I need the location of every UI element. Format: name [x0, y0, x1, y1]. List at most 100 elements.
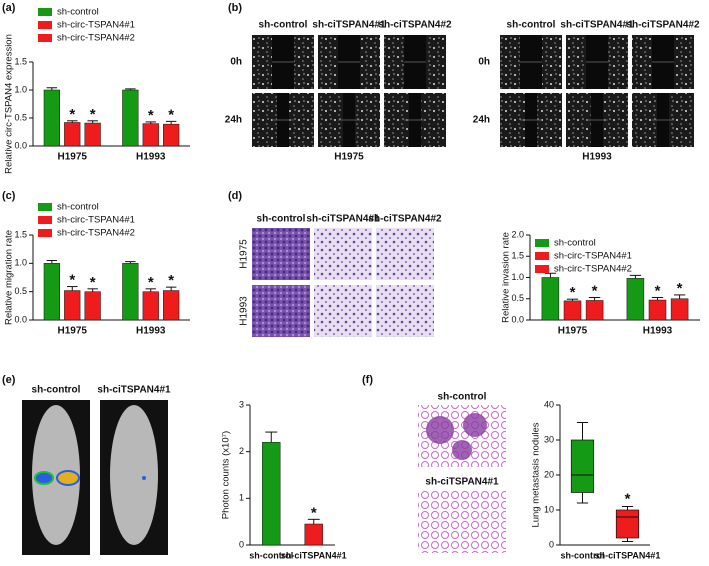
x-tick-label: H1993: [136, 152, 166, 163]
column-label: sh-control: [259, 20, 308, 31]
bar: [43, 263, 60, 321]
column-label: sh-control: [257, 214, 306, 225]
y-axis-label: Relative invasion rate: [501, 232, 512, 323]
legend-label: sh-control: [57, 202, 99, 213]
column-label: sh-ciTSPAN4#1: [560, 20, 634, 31]
bar: [64, 122, 81, 147]
y-tick-label: 0.5: [14, 286, 27, 296]
row-label: H1993: [239, 296, 250, 326]
bar: [541, 277, 560, 321]
significance: *: [69, 272, 75, 289]
lung-nodule: [463, 413, 487, 437]
y-tick-label: 0.0: [511, 314, 524, 324]
legend-swatch: [535, 252, 549, 260]
significance: *: [69, 106, 75, 123]
x-tick-label: sh-ciTSPAN4#1: [281, 550, 347, 560]
legend-swatch: [38, 8, 52, 16]
legend-swatch: [38, 229, 52, 237]
y-tick-label: 1: [239, 493, 244, 503]
y-tick-label: 0.5: [511, 293, 524, 303]
panel-label: (a): [2, 2, 16, 14]
x-tick-label: H1993: [136, 326, 166, 337]
y-tick-label: 40: [544, 399, 554, 409]
legend-swatch: [38, 34, 52, 42]
bar: [64, 290, 81, 321]
image-label: sh-control: [438, 392, 487, 403]
transwell-image: [252, 285, 310, 337]
image-label: sh-ciTSPAN4#1: [97, 385, 171, 396]
bar: [563, 300, 582, 321]
row-label: 24h: [473, 115, 490, 126]
x-tick-label: H1975: [558, 326, 588, 337]
column-label: sh-ciTSPAN4#1: [306, 214, 380, 225]
legend-label: sh-control: [57, 7, 99, 18]
x-tick-label: H1993: [643, 326, 673, 337]
y-axis-label: Lung metastasis nodules: [531, 422, 542, 527]
y-tick-label: 1.0: [14, 84, 27, 94]
y-tick-label: 30: [544, 434, 554, 444]
image-label: sh-control: [32, 385, 81, 396]
legend-swatch: [535, 239, 549, 247]
y-tick-label: 0: [549, 539, 554, 549]
row-label: 24h: [225, 115, 242, 126]
significance: *: [90, 274, 96, 291]
panel-label: (f): [362, 374, 373, 386]
y-tick-label: 1.5: [14, 229, 27, 239]
x-tick-label: sh-control: [561, 550, 605, 560]
row-label: H1975: [239, 239, 250, 269]
bar: [142, 291, 159, 321]
bar: [142, 123, 159, 147]
significance: *: [168, 272, 174, 289]
y-tick-label: 2: [239, 446, 244, 456]
y-tick-label: 10: [544, 504, 554, 514]
significance: *: [90, 106, 96, 123]
transwell-image: [252, 228, 310, 280]
signal: [56, 470, 80, 486]
y-tick-label: 1.5: [14, 56, 27, 66]
x-tick-label: sh-ciTSPAN4#1: [595, 550, 661, 560]
cell-line-label: H1993: [582, 152, 612, 163]
row-label: 0h: [230, 57, 242, 68]
y-tick-label: 20: [544, 469, 554, 479]
panel-label: (b): [228, 2, 242, 14]
significance: *: [148, 107, 154, 124]
y-tick-label: 1.5: [511, 251, 524, 261]
y-tick-label: 2.0: [511, 229, 524, 239]
bar: [122, 89, 139, 147]
column-label: sh-ciTSPAN4#2: [626, 20, 700, 31]
transwell-image: [376, 285, 434, 337]
x-tick-label: H1975: [58, 152, 88, 163]
legend-label: sh-circ-TSPAN4#2: [57, 228, 135, 239]
x-tick-label: sh-control: [249, 550, 293, 560]
bar: [163, 123, 180, 147]
bar: [585, 300, 604, 321]
y-tick-label: 0.0: [14, 140, 27, 150]
image-label: sh-ciTSPAN4#1: [425, 477, 499, 488]
y-axis-label: Relative migration rate: [4, 230, 15, 325]
column-label: sh-ciTSPAN4#2: [368, 214, 442, 225]
significance: *: [570, 284, 576, 301]
legend-label: sh-circ-TSPAN4#1: [57, 20, 135, 31]
mouse-body: [110, 405, 158, 545]
y-tick-label: 0.0: [14, 314, 27, 324]
panel-label: (c): [2, 190, 16, 202]
significance: *: [168, 106, 174, 123]
bar: [84, 122, 101, 147]
panel-label: (d): [228, 190, 242, 202]
transwell-image: [314, 228, 372, 280]
bar: [670, 298, 689, 321]
x-tick-label: H1975: [58, 326, 88, 337]
signal: [142, 476, 146, 480]
bar: [43, 89, 60, 147]
mouse-body: [32, 405, 80, 545]
transwell-image: [376, 228, 434, 280]
legend-label: sh-control: [554, 238, 596, 249]
significance: *: [148, 274, 154, 291]
y-axis-label: Relative circ-TSPAN4 expression: [4, 34, 15, 174]
significance: *: [677, 280, 683, 297]
y-tick-label: 3: [239, 399, 244, 409]
significance: *: [655, 282, 661, 299]
legend-label: sh-circ-TSPAN4#1: [57, 215, 135, 226]
transwell-image: [314, 285, 372, 337]
